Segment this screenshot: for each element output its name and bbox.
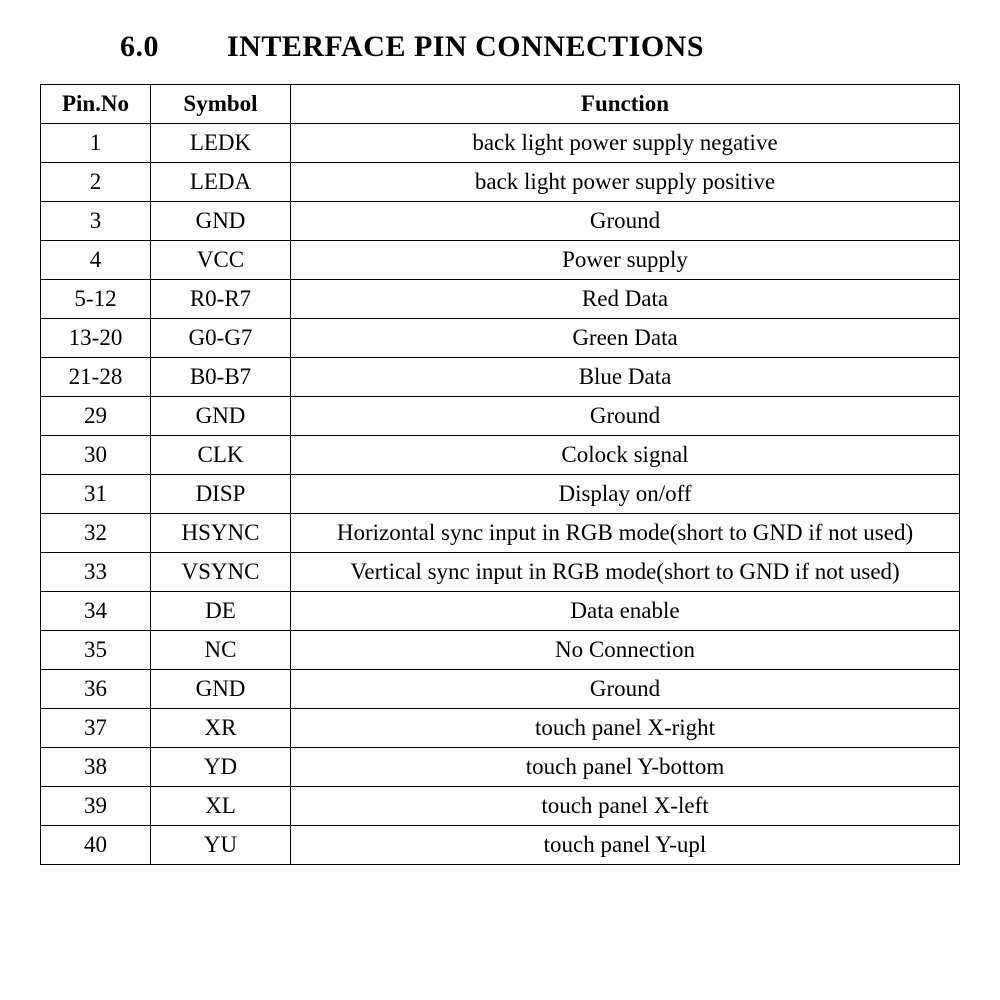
cell-symbol: XL xyxy=(151,787,291,826)
cell-pin: 21-28 xyxy=(41,358,151,397)
table-row: 5-12R0-R7Red Data xyxy=(41,280,960,319)
cell-function: Green Data xyxy=(291,319,960,358)
column-header-function: Function xyxy=(291,85,960,124)
table-row: 37XRtouch panel X-right xyxy=(41,709,960,748)
table-row: 38YDtouch panel Y-bottom xyxy=(41,748,960,787)
cell-pin: 32 xyxy=(41,514,151,553)
cell-symbol: HSYNC xyxy=(151,514,291,553)
cell-pin: 34 xyxy=(41,592,151,631)
table-row: 13-20G0-G7Green Data xyxy=(41,319,960,358)
cell-pin: 33 xyxy=(41,553,151,592)
column-header-pin: Pin.No xyxy=(41,85,151,124)
table-row: 31DISPDisplay on/off xyxy=(41,475,960,514)
cell-pin: 37 xyxy=(41,709,151,748)
cell-symbol: B0-B7 xyxy=(151,358,291,397)
cell-symbol: R0-R7 xyxy=(151,280,291,319)
table-row: 2LEDAback light power supply positive xyxy=(41,163,960,202)
table-row: 21-28B0-B7Blue Data xyxy=(41,358,960,397)
table-row: 3GNDGround xyxy=(41,202,960,241)
cell-pin: 5-12 xyxy=(41,280,151,319)
cell-symbol: LEDA xyxy=(151,163,291,202)
page-title: 6.0 INTERFACE PIN CONNECTIONS xyxy=(40,30,960,64)
cell-symbol: XR xyxy=(151,709,291,748)
cell-symbol: YD xyxy=(151,748,291,787)
cell-function: Data enable xyxy=(291,592,960,631)
title-text: INTERFACE PIN CONNECTIONS xyxy=(227,30,704,63)
cell-function: Power supply xyxy=(291,241,960,280)
cell-function: touch panel X-left xyxy=(291,787,960,826)
table-row: 29GNDGround xyxy=(41,397,960,436)
column-header-symbol: Symbol xyxy=(151,85,291,124)
cell-symbol: VCC xyxy=(151,241,291,280)
cell-symbol: DISP xyxy=(151,475,291,514)
table-row: 40YUtouch panel Y-upl xyxy=(41,826,960,865)
cell-function: back light power supply negative xyxy=(291,124,960,163)
cell-function: Ground xyxy=(291,670,960,709)
cell-pin: 13-20 xyxy=(41,319,151,358)
table-row: 39XLtouch panel X-left xyxy=(41,787,960,826)
cell-pin: 29 xyxy=(41,397,151,436)
table-row: 30CLKColock signal xyxy=(41,436,960,475)
cell-function: Red Data xyxy=(291,280,960,319)
table-row: 4VCCPower supply xyxy=(41,241,960,280)
cell-symbol: GND xyxy=(151,202,291,241)
pin-table: Pin.No Symbol Function 1LEDKback light p… xyxy=(40,84,960,865)
cell-function: back light power supply positive xyxy=(291,163,960,202)
cell-function: touch panel Y-bottom xyxy=(291,748,960,787)
cell-function: touch panel Y-upl xyxy=(291,826,960,865)
cell-pin: 39 xyxy=(41,787,151,826)
table-row: 36GNDGround xyxy=(41,670,960,709)
section-number: 6.0 xyxy=(120,30,159,64)
cell-pin: 38 xyxy=(41,748,151,787)
cell-function: Ground xyxy=(291,202,960,241)
cell-pin: 35 xyxy=(41,631,151,670)
cell-symbol: GND xyxy=(151,397,291,436)
cell-symbol: DE xyxy=(151,592,291,631)
cell-function: Display on/off xyxy=(291,475,960,514)
table-row: 35NCNo Connection xyxy=(41,631,960,670)
table-row: 34DEData enable xyxy=(41,592,960,631)
cell-pin: 1 xyxy=(41,124,151,163)
cell-pin: 36 xyxy=(41,670,151,709)
page-container: 6.0 INTERFACE PIN CONNECTIONS Pin.No Sym… xyxy=(0,0,1000,905)
cell-pin: 31 xyxy=(41,475,151,514)
table-row: 33VSYNCVertical sync input in RGB mode(s… xyxy=(41,553,960,592)
cell-pin: 3 xyxy=(41,202,151,241)
cell-function: Ground xyxy=(291,397,960,436)
cell-symbol: VSYNC xyxy=(151,553,291,592)
cell-function: Horizontal sync input in RGB mode(short … xyxy=(291,514,960,553)
cell-function: touch panel X-right xyxy=(291,709,960,748)
cell-symbol: G0-G7 xyxy=(151,319,291,358)
cell-symbol: GND xyxy=(151,670,291,709)
cell-symbol: LEDK xyxy=(151,124,291,163)
cell-symbol: CLK xyxy=(151,436,291,475)
cell-pin: 2 xyxy=(41,163,151,202)
cell-function: No Connection xyxy=(291,631,960,670)
table-header-row: Pin.No Symbol Function xyxy=(41,85,960,124)
cell-symbol: YU xyxy=(151,826,291,865)
cell-function: Colock signal xyxy=(291,436,960,475)
cell-function: Vertical sync input in RGB mode(short to… xyxy=(291,553,960,592)
cell-pin: 4 xyxy=(41,241,151,280)
table-row: 1LEDKback light power supply negative xyxy=(41,124,960,163)
cell-symbol: NC xyxy=(151,631,291,670)
cell-pin: 30 xyxy=(41,436,151,475)
table-body: 1LEDKback light power supply negative 2L… xyxy=(41,124,960,865)
table-row: 32HSYNCHorizontal sync input in RGB mode… xyxy=(41,514,960,553)
cell-pin: 40 xyxy=(41,826,151,865)
cell-function: Blue Data xyxy=(291,358,960,397)
